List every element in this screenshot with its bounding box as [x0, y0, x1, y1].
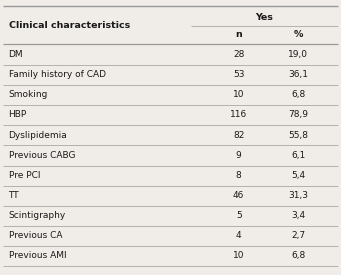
Text: 6,1: 6,1	[291, 151, 306, 160]
Text: Family history of CAD: Family history of CAD	[9, 70, 105, 79]
Text: 116: 116	[230, 111, 247, 119]
Text: Previous CABG: Previous CABG	[9, 151, 75, 160]
Text: 46: 46	[233, 191, 244, 200]
Text: 4: 4	[236, 231, 241, 240]
Text: 78,9: 78,9	[288, 111, 308, 119]
Text: 9: 9	[236, 151, 241, 160]
Text: 6,8: 6,8	[291, 251, 306, 260]
Text: Yes: Yes	[255, 13, 273, 22]
Text: n: n	[235, 30, 242, 39]
Text: DM: DM	[9, 50, 23, 59]
Text: Previous AMI: Previous AMI	[9, 251, 66, 260]
Text: Smoking: Smoking	[9, 90, 48, 99]
Text: Scintigraphy: Scintigraphy	[9, 211, 66, 220]
Text: 53: 53	[233, 70, 244, 79]
Text: 28: 28	[233, 50, 244, 59]
Text: 2,7: 2,7	[291, 231, 306, 240]
Text: 31,3: 31,3	[288, 191, 308, 200]
Text: 6,8: 6,8	[291, 90, 306, 99]
Text: 55,8: 55,8	[288, 131, 308, 139]
Text: %: %	[294, 30, 303, 39]
Text: Clinical characteristics: Clinical characteristics	[9, 21, 130, 30]
Text: 10: 10	[233, 90, 244, 99]
Text: 5: 5	[236, 211, 241, 220]
Text: TT: TT	[9, 191, 19, 200]
Text: Dyslipidemia: Dyslipidemia	[9, 131, 67, 139]
Text: 36,1: 36,1	[288, 70, 308, 79]
Text: 5,4: 5,4	[291, 171, 306, 180]
Text: 82: 82	[233, 131, 244, 139]
Text: 3,4: 3,4	[291, 211, 306, 220]
Text: Previous CA: Previous CA	[9, 231, 62, 240]
Text: 10: 10	[233, 251, 244, 260]
Text: Pre PCI: Pre PCI	[9, 171, 40, 180]
Text: HBP: HBP	[9, 111, 27, 119]
Text: 19,0: 19,0	[288, 50, 308, 59]
Text: 8: 8	[236, 171, 241, 180]
